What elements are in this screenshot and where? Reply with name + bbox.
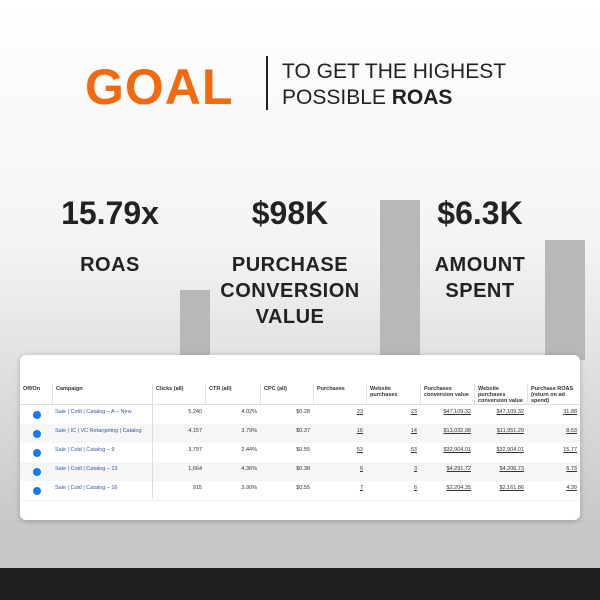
cell-value: 5,240 xyxy=(188,409,202,415)
subtitle: TO GET THE HIGHEST xyxy=(282,60,507,83)
cell-value: 4.39 xyxy=(566,485,577,491)
stat-label: AMOUNT SPENT xyxy=(434,254,526,302)
column-header: Clicks (all) xyxy=(152,384,205,404)
cell-value: $47,109.32 xyxy=(496,409,524,415)
column-header: Purchases conversion value xyxy=(420,384,474,404)
stat-value: 15.79x xyxy=(61,195,159,231)
row-bg xyxy=(20,424,580,444)
subtitle: POSSIBLE ROAS xyxy=(282,86,452,110)
cell-value: 31.88 xyxy=(563,409,577,415)
building xyxy=(380,200,420,360)
cell-value: 1,664 xyxy=(188,466,202,472)
cell-value: 3 xyxy=(413,466,417,472)
cell-value: 3,797 xyxy=(188,447,202,453)
header-divider xyxy=(20,404,580,405)
cell-value: $0.28 xyxy=(296,409,310,415)
column-header: CPC (all) xyxy=(260,384,313,404)
column-divider xyxy=(152,384,153,499)
cell-value: $2,161.86 xyxy=(499,485,524,491)
campaign-name: Sale | Cold | Catalog – 16 xyxy=(55,485,118,491)
cell-value: 4,157 xyxy=(188,428,202,434)
cell-value: $0.55 xyxy=(296,447,310,453)
stat-label: ROAS xyxy=(80,254,140,276)
cell-value: 16 xyxy=(356,428,363,434)
building xyxy=(545,240,585,360)
cell-value: $2,204.35 xyxy=(446,485,471,491)
cell-value: $11,951.29 xyxy=(496,428,524,434)
column-header: Off/On xyxy=(23,386,41,392)
column-header: Website purchases conversion value xyxy=(474,384,527,404)
cell-value: 4.36% xyxy=(241,466,257,472)
row-bg xyxy=(20,481,580,501)
row-bg xyxy=(20,405,580,425)
cell-value: 3.90% xyxy=(241,485,257,491)
row-bg xyxy=(20,443,580,463)
toggle xyxy=(33,468,41,476)
cell-value: $32,904.01 xyxy=(496,447,524,453)
column-header: Website purchases xyxy=(366,384,420,404)
cell-value: $32,904.01 xyxy=(443,447,471,453)
cell-value: 6 xyxy=(359,466,363,472)
column-header: Campaign xyxy=(52,384,152,404)
cell-value: 7 xyxy=(359,485,363,491)
cell-value: $47,109.32 xyxy=(443,409,471,415)
cell-value: 915 xyxy=(192,485,202,491)
toggle xyxy=(33,449,41,457)
stat-label: PURCHASE CONVERSION VALUE xyxy=(220,254,360,328)
cell-value: $0.55 xyxy=(296,485,310,491)
stat: $98K PURCHASE CONVERSION VALUE xyxy=(200,195,380,330)
stat: 15.79x ROAS xyxy=(20,195,200,278)
cell-value: $0.38 xyxy=(296,466,310,472)
column-header: Purchases xyxy=(313,384,366,404)
campaign-name: Sale | IC | VC Retargeting | Catalog xyxy=(55,428,142,434)
campaign-name: Sale | Cold | Catalog – 9 xyxy=(55,447,115,453)
cell-value: 53 xyxy=(410,447,417,453)
goal: GOAL xyxy=(85,59,234,115)
stat-value: $6.3K xyxy=(437,195,523,231)
cell-value: 8.53 xyxy=(566,428,577,434)
campaign-name: Sale | Cold | Catalog – A – New xyxy=(55,409,132,415)
toggle xyxy=(33,430,41,438)
cell-value: 2.44% xyxy=(241,447,257,453)
cell-value: $0.37 xyxy=(296,428,310,434)
column-header: CTR (all) xyxy=(205,384,260,404)
separator xyxy=(266,56,268,110)
cell-value: 6 xyxy=(413,485,417,491)
stat: $6.3K AMOUNT SPENT xyxy=(390,195,570,304)
city-base xyxy=(0,520,600,568)
column-header: Purchase ROAS (return on ad spend) xyxy=(527,384,580,404)
cell-value: 14 xyxy=(410,428,417,434)
cell-value: 15.77 xyxy=(563,447,577,453)
cell-value: 23 xyxy=(410,409,417,415)
cell-value: 4.02% xyxy=(241,409,257,415)
toggle xyxy=(33,487,41,495)
cell-value: $4,291.72 xyxy=(446,466,471,472)
cell-value: 3.79% xyxy=(241,428,257,434)
cell-value: 53 xyxy=(356,447,363,453)
cell-value: 23 xyxy=(356,409,363,415)
cell-value: $4,206.73 xyxy=(499,466,524,472)
subtitle-bold: ROAS xyxy=(391,86,453,109)
toggle xyxy=(33,411,41,419)
campaign-name: Sale | Cold | Catalog – 13 xyxy=(55,466,118,472)
cell-value: 6.73 xyxy=(566,466,577,472)
row-bg xyxy=(20,462,580,482)
stat-value: $98K xyxy=(251,195,329,231)
subtitle: POSSIBLE xyxy=(282,86,386,109)
building xyxy=(180,290,210,360)
footer-bar xyxy=(0,568,600,600)
table-card: Off/On Campaign Clicks (all) CTR (all) CPC (… xyxy=(20,355,580,520)
cell-value: $13,032.98 xyxy=(443,428,471,434)
